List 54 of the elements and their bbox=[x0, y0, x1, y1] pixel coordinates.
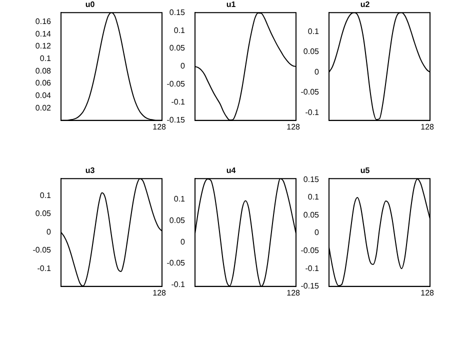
line-series bbox=[60, 178, 162, 286]
y-tick-label: 0.14 bbox=[35, 29, 52, 38]
y-tick-label: 0.15 bbox=[169, 8, 186, 17]
y-tick-label: -0.15 bbox=[300, 282, 320, 291]
line-series bbox=[328, 178, 430, 286]
y-tick-label: 0.02 bbox=[35, 103, 52, 112]
y-tick-label: 0.1 bbox=[40, 190, 52, 200]
chart-title: u2 bbox=[360, 0, 370, 10]
y-tick-label: 0.1 bbox=[174, 194, 186, 204]
y-tick-label: 0.1 bbox=[308, 26, 320, 36]
text: 128 bbox=[286, 288, 301, 298]
y-tick-label: 0.12 bbox=[35, 42, 52, 51]
y-tick-label: 0 bbox=[314, 228, 320, 238]
y-tick-label: 0.05 bbox=[35, 209, 52, 218]
y-tick-label: -0.1 bbox=[171, 280, 186, 289]
text: 128 bbox=[152, 288, 167, 298]
chart-title: u4 bbox=[226, 166, 236, 176]
y-tick-label: 0.06 bbox=[35, 78, 52, 88]
line-series bbox=[194, 178, 296, 286]
y-tick-label: -0.05 bbox=[166, 258, 186, 268]
chart-title: u1 bbox=[226, 0, 236, 10]
line-series bbox=[328, 12, 430, 120]
y-tick-label: 0 bbox=[46, 227, 52, 236]
y-tick-label: 0.05 bbox=[169, 44, 186, 53]
chart-title: u5 bbox=[360, 166, 370, 176]
y-tick-label: -0.1 bbox=[37, 264, 52, 273]
y-tick-label: -0.05 bbox=[300, 246, 320, 256]
y-tick-label: 0.16 bbox=[35, 17, 52, 26]
y-tick-label: 0 bbox=[314, 67, 320, 76]
chart-title: u0 bbox=[85, 0, 96, 10]
y-tick-label: 0.05 bbox=[303, 210, 320, 220]
chart-title: u3 bbox=[85, 166, 96, 176]
y-tick-label: -0.05 bbox=[166, 80, 186, 89]
y-tick-label: 0.1 bbox=[40, 54, 52, 64]
y-tick-label: -0.05 bbox=[300, 88, 320, 97]
text: 128 bbox=[420, 288, 435, 298]
y-tick-label: -0.05 bbox=[32, 246, 52, 255]
y-tick-label: 0.05 bbox=[303, 47, 320, 56]
text: 128 bbox=[420, 122, 435, 132]
line-series bbox=[194, 12, 296, 120]
y-tick-label: 0.1 bbox=[308, 192, 320, 202]
y-tick-label: 0.04 bbox=[35, 90, 52, 100]
y-tick-label: 0 bbox=[180, 237, 186, 246]
y-tick-label: 0.15 bbox=[303, 174, 320, 184]
text: 128 bbox=[286, 122, 301, 132]
y-tick-label: 0.05 bbox=[169, 216, 186, 225]
y-tick-label: 0 bbox=[180, 62, 186, 71]
y-tick-label: 0.08 bbox=[35, 66, 52, 76]
y-tick-label: 0.1 bbox=[174, 26, 186, 35]
text: 128 bbox=[152, 122, 167, 132]
y-tick-label: -0.1 bbox=[171, 98, 186, 107]
y-tick-label: -0.15 bbox=[166, 116, 186, 125]
y-tick-label: -0.1 bbox=[305, 264, 320, 273]
y-tick-label: -0.1 bbox=[305, 108, 320, 117]
